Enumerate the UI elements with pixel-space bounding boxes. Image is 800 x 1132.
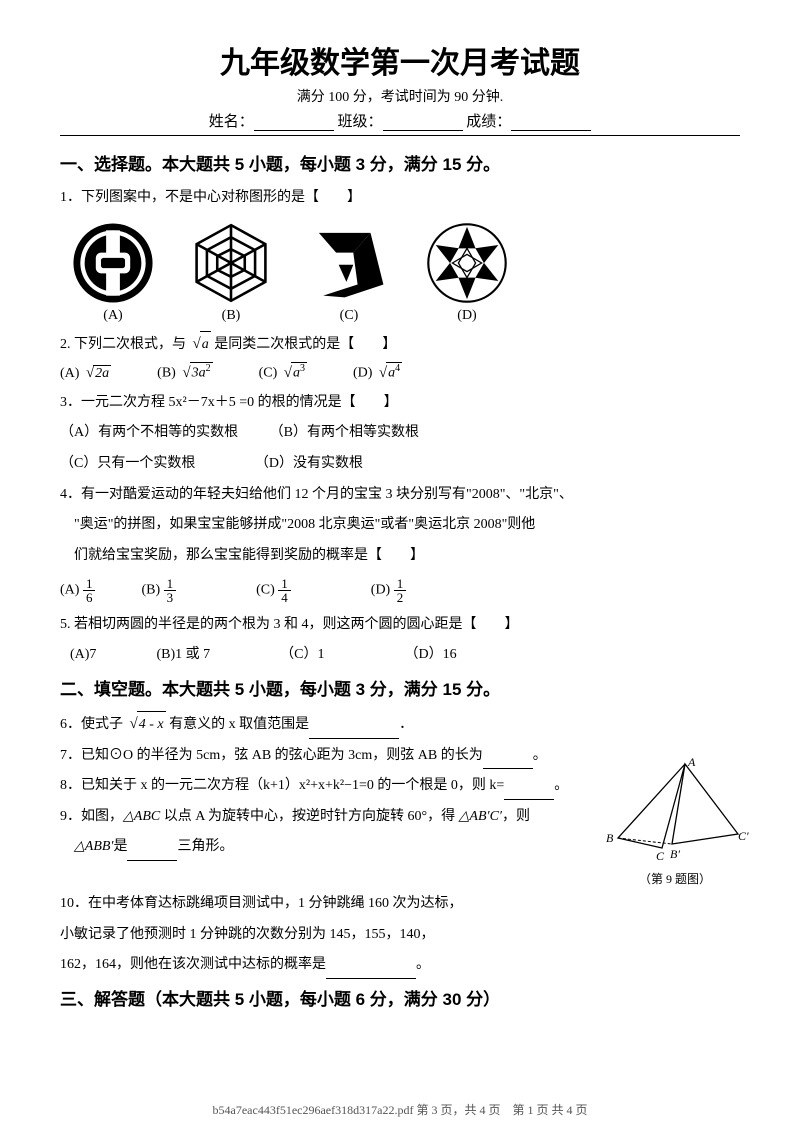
q4-opt-c: (C) 14 bbox=[256, 577, 291, 604]
sqrt-icon: a3 bbox=[281, 362, 307, 382]
q5-opt-a: (A)7 bbox=[70, 647, 96, 663]
q1-label-d: (D) bbox=[457, 308, 476, 323]
q4-opt-a: (A) 16 bbox=[60, 577, 95, 604]
q3-opt-c: （C）只有一个实数根 bbox=[60, 456, 195, 471]
q2-opt-d: (D) a4 bbox=[353, 362, 402, 382]
sqrt-icon: 4 - x bbox=[127, 710, 166, 739]
q7-tail: 。 bbox=[533, 748, 547, 763]
triangle-logo-icon bbox=[306, 220, 392, 306]
q1-label-b: (B) bbox=[222, 308, 241, 323]
section3-heading: 三、解答题（本大题共 5 小题，每小题 6 分，满分 30 分） bbox=[60, 985, 740, 1010]
q9-figure: A B C B′ C′ （第 9 题图） bbox=[600, 756, 750, 887]
q5-text: 5. 若相切两圆的半径是的两个根为 3 和 4，则这两个圆的圆心距是【 】 bbox=[60, 612, 740, 639]
sqrt-icon: a bbox=[190, 330, 211, 359]
class-blank bbox=[383, 116, 463, 131]
q10-line2: 小敏记录了他预测时 1 分钟跳的次数分别为 145，155，140， bbox=[60, 922, 740, 949]
q3-opts1: （A）有两个不相等的实数根 （B）有两个相等实数根 bbox=[60, 420, 740, 447]
sqrt-icon: 3a2 bbox=[179, 362, 212, 382]
q8-tail: 。 bbox=[554, 778, 568, 793]
q6-tail: ． bbox=[399, 717, 413, 732]
q2-text: 2. 下列二次根式，与 a 是同类二次根式的是【 】 bbox=[60, 330, 740, 359]
blank-line bbox=[326, 964, 416, 979]
q9-wrap: 9．如图，△ABC 以点 A 为旋转中心，按逆时针方向旋转 60°，得 △AB′… bbox=[60, 804, 740, 861]
fraction-icon: 14 bbox=[278, 577, 291, 604]
sqrt-icon: a4 bbox=[376, 362, 402, 382]
hexagon-web-icon bbox=[186, 220, 276, 306]
q5-opt-d: （D）16 bbox=[404, 643, 456, 663]
q2-opt-b: (B) 3a2 bbox=[157, 362, 212, 382]
page-title: 九年级数学第一次月考试题 bbox=[60, 38, 740, 82]
class-label: 班级： bbox=[337, 114, 382, 130]
svg-text:C: C bbox=[656, 849, 665, 863]
fraction-icon: 13 bbox=[164, 577, 177, 604]
name-label: 姓名： bbox=[209, 114, 254, 130]
name-blank bbox=[254, 116, 334, 131]
q5-opt-b: (B)1 或 7 bbox=[156, 643, 210, 663]
q6-pre: 6．使式子 bbox=[60, 717, 127, 732]
q2-opt-c: (C) a3 bbox=[259, 362, 307, 382]
blank-line bbox=[309, 724, 399, 739]
exam-page: 九年级数学第一次月考试题 满分 100 分，考试时间为 90 分钟. 姓名： 班… bbox=[0, 0, 800, 1132]
q10-line3: 162，164，则他在该次测试中达标的概率是 。 bbox=[60, 952, 740, 979]
svg-text:B′: B′ bbox=[670, 847, 680, 861]
q4-line2: "奥运"的拼图，如果宝宝能够拼成"2008 北京奥运"或者"奥运北京 2008"… bbox=[60, 512, 740, 539]
q4-line1: 4．有一对酷爱运动的年轻夫妇给他们 12 个月的宝宝 3 块分别写有"2008"… bbox=[60, 482, 740, 509]
q10-tail: 。 bbox=[416, 957, 430, 972]
q2-pre: 2. 下列二次根式，与 bbox=[60, 337, 190, 352]
sqrt-icon: 2a bbox=[83, 365, 111, 382]
q1-label-a: (A) bbox=[103, 308, 122, 323]
q1-opt-b: (B) bbox=[186, 220, 276, 324]
q3-text: 3．一元二次方程 5x²－7x＋5 =0 的根的情况是【 】 bbox=[60, 390, 740, 417]
q1-label-c: (C) bbox=[340, 308, 359, 323]
svg-text:B: B bbox=[606, 831, 614, 845]
q3-opt-b: （B）有两个相等实数根 bbox=[270, 425, 419, 440]
section1-heading: 一、选择题。本大题共 5 小题，每小题 3 分，满分 15 分。 bbox=[60, 150, 740, 175]
q1-opt-d: (D) bbox=[422, 220, 512, 324]
svg-text:A: A bbox=[687, 756, 696, 769]
fraction-icon: 12 bbox=[394, 577, 407, 604]
q1-opt-c: (C) bbox=[306, 220, 392, 324]
q3-opt-a: （A）有两个不相等的实数根 bbox=[60, 425, 238, 440]
blank-line bbox=[127, 846, 177, 861]
svg-text:C′: C′ bbox=[738, 829, 749, 843]
q1-opt-a: (A) bbox=[70, 220, 156, 324]
blank-line bbox=[483, 754, 533, 769]
q1-options: (A) (B) (C) bbox=[70, 220, 740, 324]
q8-text: 8．已知关于 x 的一元二次方程（k+1）x²+x+k²−1=0 的一个根是 0… bbox=[60, 778, 504, 793]
fraction-icon: 16 bbox=[83, 577, 96, 604]
divider bbox=[60, 135, 740, 136]
q2-options: (A) 2a (B) 3a2 (C) a3 (D) a4 bbox=[60, 362, 740, 382]
score-label: 成绩： bbox=[466, 114, 511, 130]
q9-caption: （第 9 题图） bbox=[600, 870, 750, 887]
q4-line3: 们就给宝宝奖励，那么宝宝能得到奖励的概率是【 】 bbox=[60, 543, 740, 570]
q5-options: (A)7 (B)1 或 7 （C）1 （D）16 bbox=[70, 643, 740, 663]
page-subtitle: 满分 100 分，考试时间为 90 分钟. bbox=[60, 86, 740, 106]
q10-line1: 10．在中考体育达标跳绳项目测试中，1 分钟跳绳 160 次为达标， bbox=[60, 891, 740, 918]
q7-text: 7．已知⊙O 的半径为 5cm，弦 AB 的弦心距为 3cm，则弦 AB 的长为 bbox=[60, 748, 483, 763]
score-blank bbox=[511, 116, 591, 131]
star-icon bbox=[422, 220, 512, 306]
q6: 6．使式子 4 - x 有意义的 x 取值范围是 ． bbox=[60, 710, 740, 739]
q3-opt-d: （D）没有实数根 bbox=[255, 456, 363, 471]
q1-text: 1．下列图案中，不是中心对称图形的是【 】 bbox=[60, 185, 740, 212]
q5-opt-c: （C）1 bbox=[280, 643, 324, 663]
q6-post: 有意义的 x 取值范围是 bbox=[166, 717, 310, 732]
q10-pre: 162，164，则他在该次测试中达标的概率是 bbox=[60, 957, 326, 972]
q3-opts2: （C）只有一个实数根 （D）没有实数根 bbox=[60, 451, 740, 478]
logo-a-icon bbox=[70, 220, 156, 306]
blank-line bbox=[504, 785, 554, 800]
section2-heading: 二、填空题。本大题共 5 小题，每小题 3 分，满分 15 分。 bbox=[60, 675, 740, 700]
triangle-rotation-icon: A B C B′ C′ bbox=[600, 756, 750, 866]
q4-opt-d: (D) 12 bbox=[371, 577, 406, 604]
q2-opt-a: (A) 2a bbox=[60, 365, 111, 382]
q2-post: 是同类二次根式的是【 】 bbox=[211, 337, 397, 352]
q4-opt-b: (B) 13 bbox=[141, 577, 176, 604]
student-info-line: 姓名： 班级： 成绩： bbox=[60, 110, 740, 131]
page-footer: b54a7eac443f51ec296aef318d317a22.pdf 第 3… bbox=[0, 1101, 800, 1118]
q4-options: (A) 16 (B) 13 (C) 14 (D) 12 bbox=[60, 577, 740, 604]
